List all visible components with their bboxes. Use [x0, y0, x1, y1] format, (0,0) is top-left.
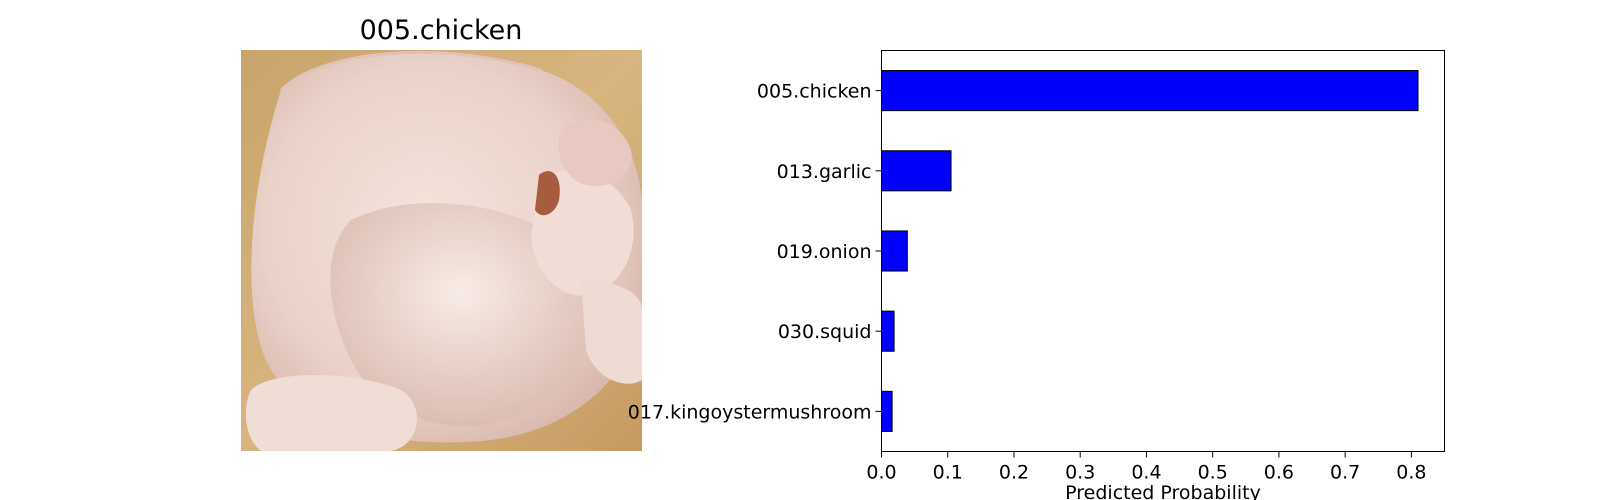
x-tick-label: 0.6 [1264, 462, 1294, 484]
x-axis-label: Predicted Probability [1065, 482, 1261, 500]
bar-005-chicken [881, 70, 1419, 112]
x-tick-label: 0.0 [866, 462, 896, 484]
bars-group [881, 70, 1419, 432]
x-tick-label: 0.4 [1131, 462, 1161, 484]
x-tick-label: 0.8 [1396, 462, 1426, 484]
bar-013-garlic [881, 150, 952, 192]
x-ticks: 0.0 0.1 0.2 0.3 0.4 0.5 0.6 0.7 0.8 [866, 451, 1426, 484]
bar-019-onion [881, 230, 908, 272]
y-tick-labels: 005.chicken 013.garlic 019.onion 030.squid 0… [628, 81, 882, 423]
x-tick-label: 0.1 [933, 462, 963, 484]
x-tick-label: 0.3 [1065, 462, 1095, 484]
x-tick-label: 0.2 [999, 462, 1029, 484]
x-tick-label: 0.7 [1330, 462, 1360, 484]
y-tick-label: 030.squid [778, 321, 872, 343]
bar-030-squid [881, 310, 895, 352]
y-tick-label: 019.onion [777, 241, 872, 263]
x-tick-label: 0.5 [1198, 462, 1228, 484]
bar-017-kingoystermushroom [881, 390, 893, 432]
chicken-photo [241, 50, 642, 451]
y-tick-label: 013.garlic [777, 161, 872, 183]
y-tick-label: 017.kingoystermushroom [628, 401, 872, 423]
image-title: 005.chicken [359, 15, 523, 46]
y-tick-label: 005.chicken [757, 81, 872, 103]
